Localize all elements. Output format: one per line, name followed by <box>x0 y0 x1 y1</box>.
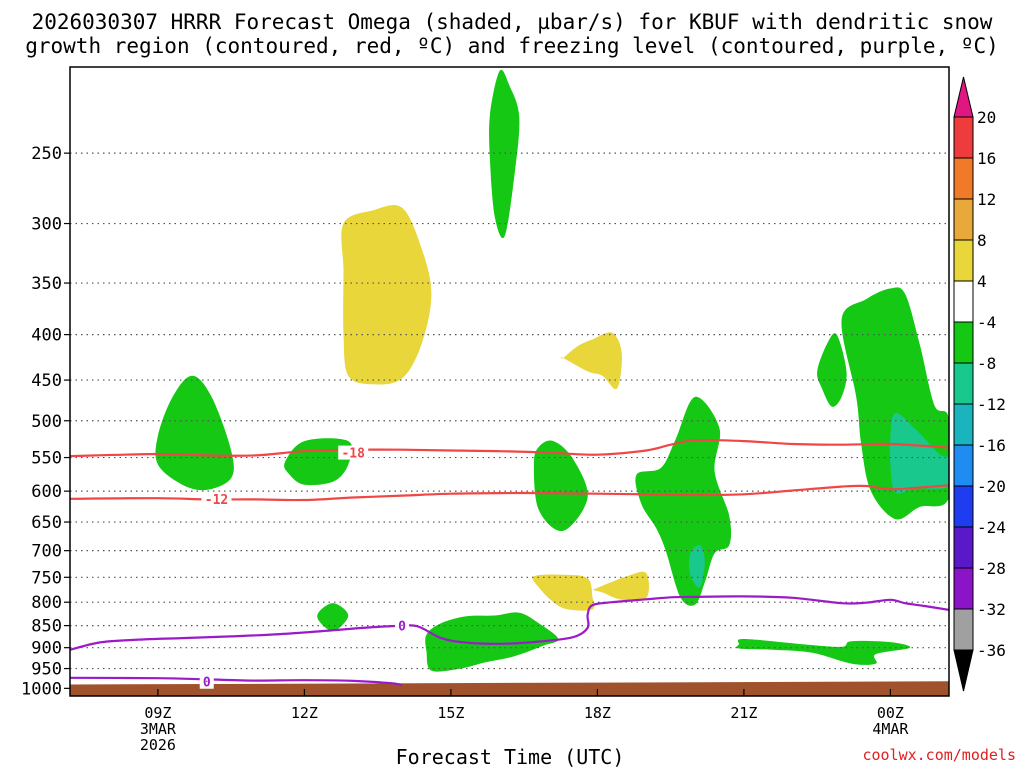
contour-dgz-minus18 <box>70 438 949 458</box>
y-tick-label-950: 950 <box>31 660 62 680</box>
colorbar-segment-7 <box>953 403 974 446</box>
contour-label-dgz-minus18: -18 <box>341 447 365 462</box>
y-tick-label-250: 250 <box>31 144 62 164</box>
omega-region-green-200-300 <box>489 69 520 239</box>
colorbar-label-13: -36 <box>977 641 1006 660</box>
x-tick-label-9-0: 09Z <box>144 704 171 722</box>
colorbar-segment-10 <box>953 526 974 569</box>
colorbar-label-1: 16 <box>977 149 996 168</box>
colorbar-label-2: 12 <box>977 190 996 209</box>
contour-label-dgz-minus12: -12 <box>205 493 228 508</box>
x-tick-label-9-2: 2026 <box>140 736 176 754</box>
x-tick-label-18-0: 18Z <box>584 704 611 722</box>
omega-region-green-810-870 <box>317 603 349 632</box>
colorbar-label-3: 8 <box>977 231 987 250</box>
colorbar-label-11: -28 <box>977 559 1006 578</box>
contour-dgz-minus12 <box>70 484 949 502</box>
colorbar-segment-5 <box>953 321 974 364</box>
contour-label-bg-dgz-minus12 <box>201 491 232 506</box>
colorbar-label-5: -4 <box>977 313 996 332</box>
contour-label-freezing-upper: 0 <box>398 620 406 635</box>
colorbar-label-9: -20 <box>977 477 1006 496</box>
y-tick-label-500: 500 <box>31 412 62 432</box>
colorbar-segment-9 <box>953 485 974 528</box>
contour-label-freezing-lower: 0 <box>203 676 211 691</box>
omega-colorbar: 20 16 12 8 4 -4 -8 -12 -16 -20 -24 -28 -32 -36 <box>953 76 1006 692</box>
omega-region-green-410-480 <box>817 333 847 407</box>
y-tick-label-300: 300 <box>31 215 62 235</box>
x-tick-label-15-0: 15Z <box>437 704 464 722</box>
y-tick-label-550: 550 <box>31 449 62 469</box>
x-tick-label-9-1: 3MAR <box>140 720 177 738</box>
colorbar-top-arrow <box>953 76 974 118</box>
temperature-contours: -18 -12 0 0 <box>70 438 949 691</box>
colorbar-segment-8 <box>953 444 974 487</box>
x-tick-label-12-0: 12Z <box>291 704 318 722</box>
omega-region-yellow-400-460 <box>560 332 622 390</box>
x-tick-label-24-1: 4MAR <box>872 720 909 738</box>
colorbar-segment-11 <box>953 567 974 610</box>
contour-label-bg-freezing-lower <box>199 674 214 689</box>
omega-region-green-470-810 <box>635 396 732 606</box>
ground-fill <box>70 681 949 696</box>
colorbar-label-4: 4 <box>977 272 987 291</box>
colorbar-segment-3 <box>953 239 974 282</box>
pressure-gridlines <box>70 152 949 689</box>
colorbar-label-12: -32 <box>977 600 1006 619</box>
omega-region-green-535-660 <box>533 440 588 532</box>
pressure-axis: 2503003504004505005506006507007508008509… <box>21 144 70 699</box>
y-tick-label-800: 800 <box>31 593 62 613</box>
colorbar-segment-6 <box>953 362 974 405</box>
omega-region-yellow-760-790 <box>589 571 649 602</box>
colorbar-bottom-arrow <box>953 649 974 692</box>
colorbar-label-7: -12 <box>977 395 1006 414</box>
colorbar-segment-2 <box>953 198 974 241</box>
colorbar-label-8: -16 <box>977 436 1006 455</box>
y-tick-label-850: 850 <box>31 617 62 637</box>
colorbar-segment-4 <box>953 280 974 323</box>
y-tick-label-700: 700 <box>31 542 62 562</box>
omega-region-green-470-590 <box>155 375 234 491</box>
y-tick-label-350: 350 <box>31 274 62 294</box>
omega-region-yellow-750-800 <box>532 574 595 611</box>
watermark: coolwx.com/models <box>862 746 1016 764</box>
contour-freezing-lower <box>70 676 403 687</box>
y-tick-label-450: 450 <box>31 371 62 391</box>
chart-title-line-1: 2026030307 HRRR Forecast Omega (shaded, … <box>32 10 993 34</box>
colorbar-segment-1 <box>953 157 974 200</box>
omega-region-green-880-935 <box>736 639 911 665</box>
y-tick-label-400: 400 <box>31 326 62 346</box>
x-axis-label: Forecast Time (UTC) <box>396 745 625 768</box>
colorbar-label-6: -8 <box>977 354 996 373</box>
omega-shading-layer <box>155 69 949 672</box>
y-tick-label-650: 650 <box>31 513 62 533</box>
contour-freezing-upper <box>70 595 949 651</box>
y-tick-label-600: 600 <box>31 482 62 502</box>
y-tick-label-750: 750 <box>31 568 62 588</box>
x-tick-label-21-0: 21Z <box>730 704 757 722</box>
y-tick-label-900: 900 <box>31 639 62 659</box>
omega-region-green-820-960 <box>425 612 559 672</box>
x-tick-label-24-0: 00Z <box>877 704 904 722</box>
omega-region-teal-490-610 <box>889 412 949 494</box>
colorbar-label-10: -24 <box>977 518 1006 537</box>
omega-region-yellow-250-450 <box>341 205 432 385</box>
contour-label-bg-freezing-upper <box>395 618 410 633</box>
colorbar-segment-12 <box>953 608 974 651</box>
y-tick-label-1000: 1000 <box>21 679 62 699</box>
ground-layer <box>70 681 949 696</box>
contour-label-bg-dgz-minus18 <box>338 445 369 460</box>
colorbar-label-0: 20 <box>977 108 996 127</box>
chart-title-line-2: growth region (contoured, red, ºC) and f… <box>25 34 999 58</box>
colorbar-segment-0 <box>953 116 974 159</box>
plot-frame <box>69 66 950 697</box>
